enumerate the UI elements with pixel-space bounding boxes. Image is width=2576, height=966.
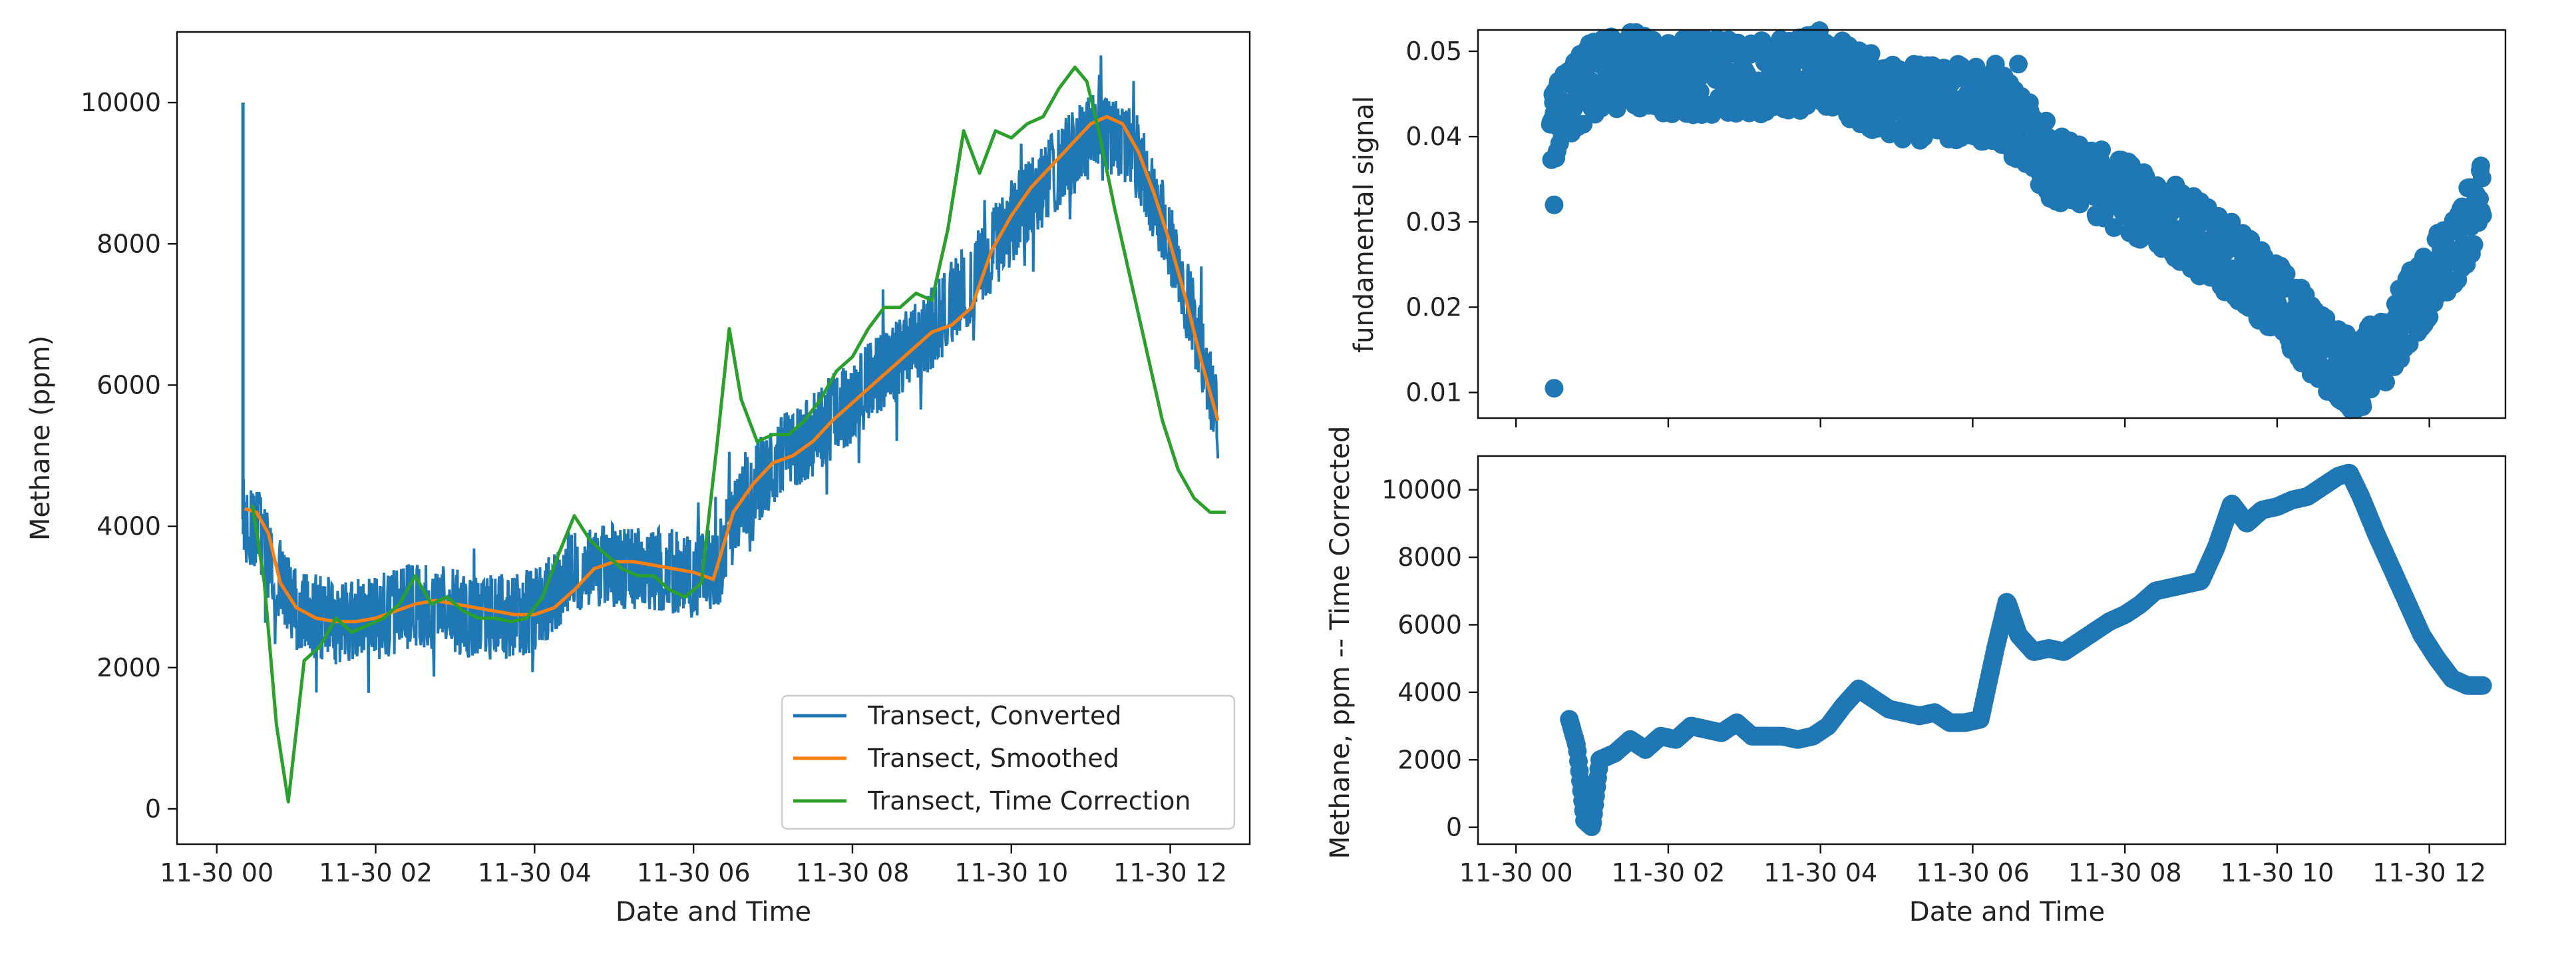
- scatter-outlier-point: [2009, 55, 2028, 74]
- scatter-outlier-point: [1545, 195, 1564, 214]
- legend-label-smoothed: Transect, Smoothed: [867, 744, 1119, 773]
- plot-area-marks: [1560, 463, 2492, 836]
- y-tick-label: 2000: [96, 653, 161, 682]
- y-axis-label: Methane (ppm): [25, 336, 56, 541]
- y-axis: 0 2000 4000 6000 8000 10000: [1381, 475, 1478, 842]
- y-axis-label: Methane, ppm -- Time Corrected: [1325, 426, 1356, 859]
- scatter-outlier-point: [1545, 379, 1564, 398]
- legend-label-converted: Transect, Converted: [867, 701, 1122, 730]
- y-tick-label: 8000: [96, 229, 161, 258]
- y-tick-label: 0.02: [1405, 292, 1462, 322]
- x-axis-label: Date and Time: [1909, 897, 2105, 927]
- plot-frame: [1477, 29, 2507, 419]
- fundamental-signal-scatter: 0.01 0.02 0.03 0.04 0.05 fundamental signal: [1349, 21, 2507, 427]
- legend: Transect, Converted Transect, Smoothed T…: [781, 694, 1236, 830]
- scatter-point: [2473, 676, 2492, 695]
- scatter-point: [2222, 212, 2241, 232]
- scatter-point: [1608, 94, 1628, 113]
- y-tick-label: 10000: [81, 88, 161, 117]
- scatter-point: [1861, 44, 1881, 63]
- y-axis: 0 2000 4000 6000 8000 10000: [81, 88, 177, 824]
- y-axis: 0.01 0.02 0.03 0.04 0.05: [1405, 37, 1478, 407]
- x-tick-label: 11-30 08: [2068, 858, 2182, 887]
- x-tick-label: 11-30 04: [1763, 858, 1877, 887]
- scatter-point: [2472, 168, 2491, 188]
- scatter-point: [1690, 82, 1710, 101]
- x-tick-label: 11-30 10: [954, 858, 1068, 887]
- x-axis: 11-30 00 11-30 02 11-30 04 11-30 06 11-30 08…: [1459, 844, 2486, 887]
- y-tick-label: 0: [1446, 813, 1462, 842]
- y-tick-label: 4000: [1397, 678, 1462, 707]
- y-tick-label: 0.05: [1405, 37, 1462, 66]
- x-axis: 11-30 00 11-30 02 11-30 04 11-30 06 11-30 08…: [160, 844, 1227, 887]
- methane-time-corrected-scatter: 11-30 00 11-30 02 11-30 04 11-30 06 11-30 08…: [1325, 426, 2507, 927]
- scatter-point: [2037, 111, 2056, 130]
- y-tick-label: 0: [145, 794, 161, 824]
- scatter-outlier-point: [1986, 55, 2005, 74]
- plot-area-marks: [241, 55, 1226, 804]
- x-tick-label: 11-30 06: [637, 858, 751, 887]
- x-axis: [1515, 418, 2430, 427]
- y-axis-label: fundamental signal: [1349, 96, 1380, 353]
- scatter-point: [2420, 308, 2439, 327]
- scatter-point: [2092, 140, 2112, 159]
- scatter-point: [2473, 206, 2492, 225]
- series-line-time-correction: [250, 65, 1226, 804]
- x-tick-label: 11-30 06: [1916, 858, 2030, 887]
- x-tick-label: 11-30 02: [1611, 858, 1725, 887]
- x-tick-label: 11-30 00: [1459, 858, 1573, 887]
- y-tick-label: 10000: [1381, 475, 1462, 505]
- x-tick-label: 11-30 12: [1113, 858, 1227, 887]
- x-tick-label: 11-30 10: [2220, 858, 2334, 887]
- plot-frame: [1477, 455, 2507, 845]
- x-tick-label: 11-30 08: [796, 858, 910, 887]
- x-axis-label: Date and Time: [616, 897, 811, 927]
- scatter-point: [2353, 397, 2372, 416]
- legend-label-time-correction: Transect, Time Correction: [867, 786, 1191, 816]
- y-tick-label: 8000: [1397, 543, 1462, 572]
- y-tick-label: 4000: [96, 512, 161, 541]
- y-tick-label: 2000: [1397, 745, 1462, 774]
- x-tick-label: 11-30 12: [2372, 858, 2486, 887]
- scatter-point: [2376, 372, 2395, 391]
- y-tick-label: 0.04: [1405, 122, 1462, 151]
- scatter-point: [2277, 264, 2296, 284]
- plot-frame: [176, 31, 1251, 845]
- legend-box: [781, 694, 1236, 830]
- y-tick-label: 6000: [1397, 610, 1462, 639]
- x-tick-label: 11-30 02: [319, 858, 433, 887]
- x-tick-label: 11-30 00: [160, 858, 274, 887]
- y-tick-label: 0.03: [1405, 207, 1462, 236]
- y-tick-label: 6000: [96, 370, 161, 399]
- series-line-converted: [242, 55, 1220, 693]
- methane-line-chart: 11-30 00 11-30 02 11-30 04 11-30 06 11-30 08…: [25, 31, 1251, 927]
- x-tick-label: 11-30 04: [478, 858, 592, 887]
- scatter-point: [2464, 235, 2484, 254]
- scatter-point: [1966, 57, 1986, 77]
- y-tick-label: 0.01: [1405, 378, 1462, 407]
- plot-area-marks: [1541, 21, 2492, 419]
